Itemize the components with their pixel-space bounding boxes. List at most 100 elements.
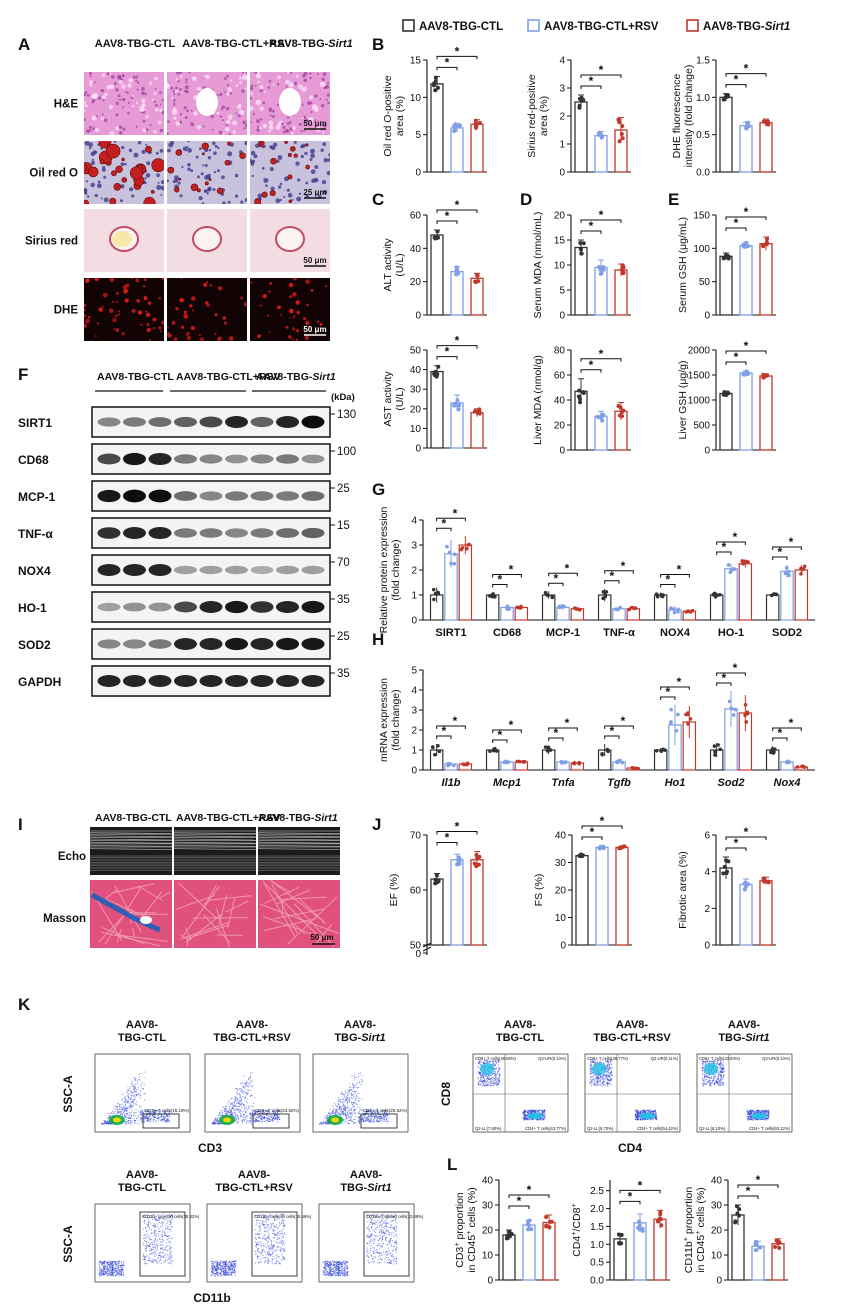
event (132, 1094, 134, 1096)
dhe-signal (191, 296, 196, 301)
event (493, 1080, 495, 1082)
nucleus (250, 96, 253, 100)
event (322, 1121, 325, 1123)
event (243, 1116, 245, 1118)
plot-title: AAV8- (236, 1019, 269, 1031)
event (127, 1115, 129, 1117)
event (113, 1112, 116, 1115)
dhe-signal (114, 314, 118, 318)
event (160, 1116, 162, 1118)
nucleus (321, 77, 325, 81)
event (108, 1114, 110, 1117)
event (377, 1115, 379, 1118)
event (121, 1098, 124, 1100)
event (332, 1109, 335, 1111)
panel-letter: B (372, 35, 384, 54)
event (350, 1117, 352, 1119)
event (537, 1118, 539, 1121)
lipid-droplet (178, 177, 182, 181)
event (483, 1084, 485, 1086)
myofiber (216, 908, 230, 948)
event (523, 1111, 525, 1113)
event (228, 1099, 230, 1102)
protein-label: SOD2 (18, 638, 51, 652)
band (225, 528, 248, 538)
vacuole (101, 73, 106, 77)
event (241, 1103, 243, 1105)
nucleus (135, 125, 138, 128)
micrograph (84, 141, 164, 204)
event (152, 1114, 154, 1117)
vacuole (235, 84, 239, 87)
vacuole (242, 74, 247, 80)
event (165, 1120, 167, 1123)
myofiber (293, 923, 306, 935)
event (609, 1083, 611, 1085)
dhe-signal (137, 310, 143, 315)
event (234, 1114, 237, 1116)
vacuole (175, 78, 179, 81)
event (137, 1114, 140, 1116)
event (484, 1075, 486, 1077)
nucleus (268, 79, 272, 83)
nucleus (190, 169, 194, 173)
myofiber (263, 886, 300, 904)
event (354, 1076, 356, 1078)
event (257, 1115, 259, 1117)
nucleus (297, 178, 301, 182)
event (371, 1117, 373, 1119)
event (714, 1060, 717, 1063)
nucleus (202, 164, 205, 167)
event (371, 1119, 373, 1121)
event (119, 1106, 121, 1108)
nucleus (256, 128, 260, 132)
event (378, 1121, 380, 1123)
event (608, 1074, 610, 1076)
event (226, 1113, 228, 1115)
event (141, 1118, 143, 1120)
event (642, 1109, 645, 1111)
event (593, 1084, 595, 1086)
event (321, 1123, 323, 1125)
dhe-signal (189, 304, 193, 308)
event (346, 1095, 349, 1097)
nucleus (160, 193, 163, 196)
event (590, 1079, 592, 1082)
myofiber (314, 924, 333, 946)
event (719, 1073, 721, 1075)
event (124, 1097, 127, 1099)
micrograph (250, 209, 330, 272)
event (128, 1117, 130, 1120)
nucleus (186, 146, 189, 149)
event (276, 1110, 278, 1112)
event (156, 1111, 158, 1113)
dhe-signal (102, 292, 108, 298)
event (711, 1081, 714, 1083)
event (128, 1111, 131, 1113)
column-title: AAV8-TBG-Sirt1 (258, 812, 338, 824)
event (235, 1098, 238, 1100)
vacuole (224, 126, 230, 132)
nucleus (145, 143, 148, 146)
dhe-signal (262, 293, 268, 299)
nucleus (176, 72, 180, 75)
event (490, 1074, 493, 1077)
lipid-droplet (227, 141, 232, 146)
myofiber (115, 934, 168, 942)
event (333, 1102, 336, 1104)
event (260, 1115, 262, 1117)
event (161, 1118, 163, 1120)
micrograph (84, 209, 164, 272)
event (352, 1122, 355, 1124)
event (111, 1114, 113, 1117)
quadrant-label: CD4+ T cells(43.77%) (525, 1126, 567, 1131)
event (592, 1082, 594, 1084)
event (260, 1121, 262, 1123)
event (477, 1078, 480, 1080)
event (494, 1076, 497, 1078)
event (237, 1117, 240, 1119)
event (604, 1073, 606, 1075)
event (234, 1096, 236, 1098)
event (118, 1108, 121, 1111)
event (107, 1122, 109, 1125)
